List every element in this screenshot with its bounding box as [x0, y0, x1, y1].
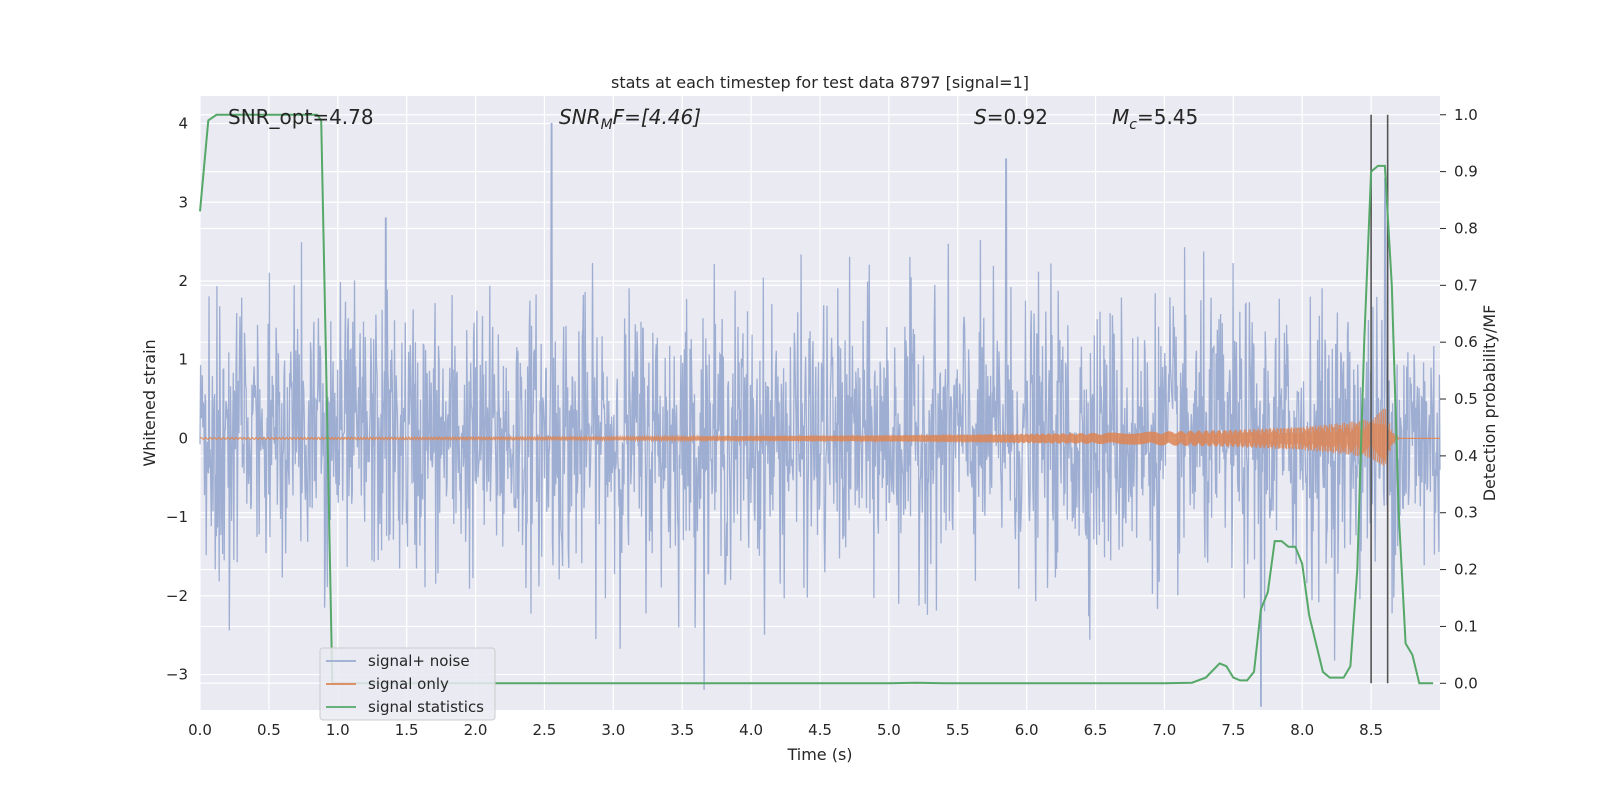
y-tick-label-left: 0	[178, 429, 188, 447]
annotation-mc: Mc=5.45	[1112, 105, 1198, 133]
series-signal-only	[199, 408, 1440, 466]
x-tick-label: 3.0	[601, 721, 625, 739]
y-tick-label-right: 0.2	[1454, 561, 1478, 579]
y-tick-label-left: 4	[178, 115, 188, 133]
y-tick-label-left: −3	[166, 666, 188, 684]
x-axis-label: Time (s)	[786, 745, 852, 764]
x-tick-label: 3.5	[670, 721, 694, 739]
x-tick-label: 5.0	[877, 721, 901, 739]
x-tick-label: 0.5	[257, 721, 281, 739]
y-axis-label-right: Detection probability/MF	[1480, 305, 1499, 502]
annotation-mc-value: =5.45	[1137, 105, 1198, 129]
y-tick-label-right: 0.9	[1454, 163, 1478, 181]
y-tick-label-left: 2	[178, 272, 188, 290]
legend-box	[319, 647, 496, 721]
x-tick-label: 4.5	[808, 721, 832, 739]
legend-label-signal-plus-noise: signal+ noise	[368, 652, 470, 670]
y-tick-label-right: 0.8	[1454, 219, 1478, 237]
annotation-s-symbol: S	[974, 105, 987, 129]
y-axis-label-left: Whitened strain	[140, 339, 159, 466]
x-tick-label: 7.0	[1153, 721, 1177, 739]
y-tick-label-left: 3	[178, 193, 188, 211]
ticks: 0.0 0.5 1.0 1.5 2.0 2.5 3.0 3.5 4.0 4.5 5.0 5.5 6.0 6…	[166, 106, 1478, 739]
y-tick-label-right: 0.6	[1454, 333, 1478, 351]
y-tick-label-left: 1	[178, 351, 188, 369]
x-tick-label: 7.5	[1221, 721, 1245, 739]
signal-only-line	[199, 408, 1440, 466]
annotation-s-value: =0.92	[987, 105, 1048, 129]
x-tick-label: 6.5	[1084, 721, 1108, 739]
annotation-s: S=0.92	[974, 105, 1048, 129]
x-tick-label: 1.5	[395, 721, 419, 739]
legend-label-signal-statistics: signal statistics	[368, 698, 484, 716]
x-tick-label: 4.0	[739, 721, 763, 739]
annotation-snr-mf-symbol: SNR	[559, 105, 601, 129]
annotation-snr-mf-rest: F=[4.46]	[613, 105, 701, 129]
x-tick-label: 1.0	[326, 721, 350, 739]
annotation-mc-symbol: M	[1112, 105, 1129, 129]
x-tick-label: 8.0	[1290, 721, 1314, 739]
x-tick-label: 6.0	[1015, 721, 1039, 739]
y-tick-label-left: −1	[166, 508, 188, 526]
annotation-mc-subscript: c	[1129, 117, 1137, 133]
series-signal-plus-noise	[199, 122, 1441, 707]
x-tick-label: 8.5	[1359, 721, 1383, 739]
x-tick-label: 2.5	[533, 721, 557, 739]
y-tick-label-right: 1.0	[1454, 106, 1478, 124]
annotation-snr-mf: SNRMF=[4.46]	[559, 105, 701, 133]
y-tick-label-right: 0.7	[1454, 276, 1478, 294]
legend: signal+ noise signal only signal statist…	[319, 647, 496, 721]
signal-plus-noise-line	[199, 122, 1441, 707]
y-tick-label-right: 0.1	[1454, 617, 1478, 635]
y-tick-label-right: 0.3	[1454, 504, 1478, 522]
x-tick-label: 2.0	[464, 721, 488, 739]
legend-label-signal-only: signal only	[368, 675, 449, 693]
annotation-snr-opt: SNR_opt=4.78	[228, 105, 374, 129]
y-tick-label-left: −2	[166, 587, 188, 605]
annotation-snr-mf-subscript: M	[601, 117, 613, 133]
y-tick-label-right: 0.5	[1454, 390, 1478, 408]
y-tick-label-right: 0.4	[1454, 447, 1478, 465]
x-tick-label: 0.0	[188, 721, 212, 739]
y-tick-label-right: 0.0	[1454, 674, 1478, 692]
chart-title: stats at each timestep for test data 879…	[611, 73, 1029, 92]
x-tick-label: 5.5	[946, 721, 970, 739]
